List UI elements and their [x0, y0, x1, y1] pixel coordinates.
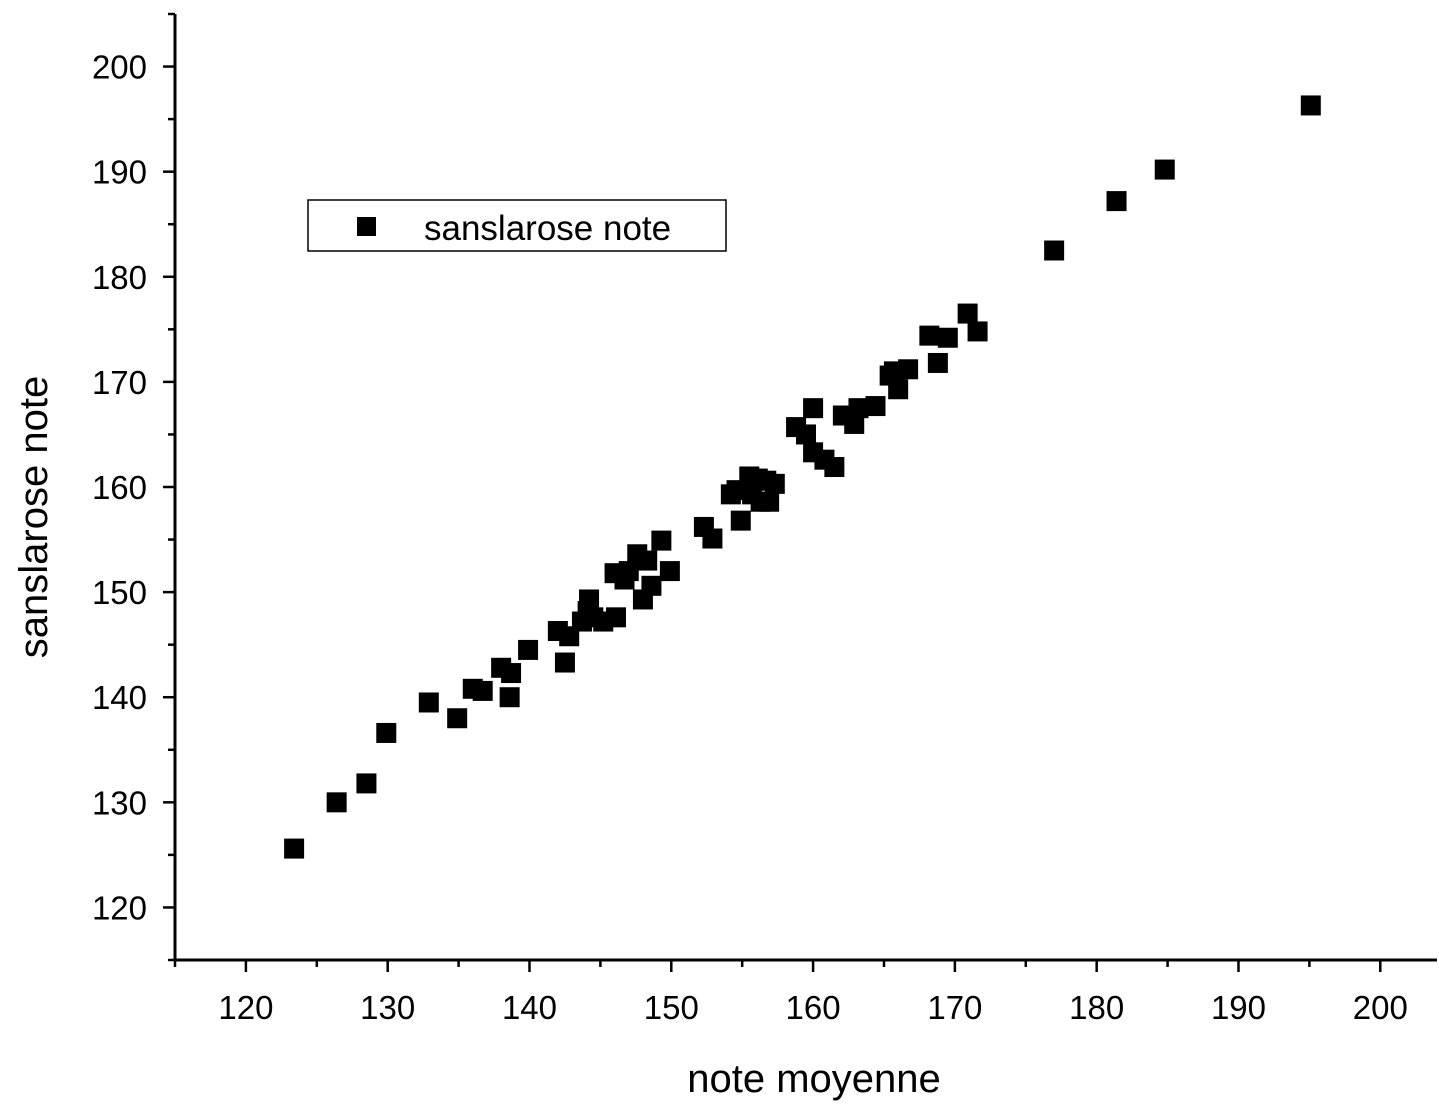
data-point [759, 491, 780, 512]
y-tick-label: 150 [92, 574, 147, 611]
data-point [447, 708, 468, 729]
x-tick-label: 120 [218, 989, 273, 1026]
data-point [376, 722, 397, 743]
data-point [472, 680, 493, 701]
data-point [637, 550, 658, 571]
legend-marker [357, 217, 376, 236]
data-point [518, 639, 539, 660]
data-point [957, 303, 978, 324]
data-point [865, 396, 886, 417]
data-point [284, 838, 305, 859]
data-point [937, 327, 958, 348]
data-points [284, 95, 1321, 859]
y-tick-label: 130 [92, 784, 147, 821]
data-point [326, 792, 347, 813]
data-point [641, 575, 662, 596]
ticks: 120 130 140 150 160 170 180 190 200 120 130 140 150 1… [92, 12, 1408, 1026]
data-point [803, 398, 824, 419]
data-point [554, 652, 575, 673]
data-point [796, 424, 816, 445]
data-point [605, 607, 626, 628]
y-tick-label: 120 [92, 889, 147, 926]
y-tick-label: 140 [92, 679, 147, 716]
data-point [1106, 191, 1127, 212]
data-point [919, 325, 940, 346]
data-point [418, 692, 439, 713]
data-point [888, 379, 909, 400]
y-tick-label: 160 [92, 469, 147, 506]
data-point [1300, 95, 1321, 116]
data-point [898, 359, 919, 380]
y-tick-label: 170 [92, 364, 147, 401]
data-point [844, 413, 865, 434]
data-point [730, 510, 751, 531]
data-point [501, 663, 522, 684]
data-point [356, 773, 377, 794]
x-tick-label: 200 [1353, 989, 1408, 1026]
y-axis-label: sanslarose note [12, 376, 56, 658]
x-tick-label: 150 [644, 989, 699, 1026]
data-point [967, 321, 988, 342]
legend: sanslarose note [307, 199, 727, 252]
x-tick-label: 130 [360, 989, 415, 1026]
y-tick-label: 180 [92, 259, 147, 296]
x-tick-label: 160 [786, 989, 841, 1026]
y-tick-label: 200 [92, 49, 147, 86]
data-point [824, 457, 845, 478]
data-point [651, 530, 672, 551]
legend-box [307, 199, 727, 252]
data-point [659, 561, 680, 582]
x-tick-label: 180 [1069, 989, 1124, 1026]
legend-label: sanslarose note [424, 209, 671, 248]
y-tick-label: 190 [92, 154, 147, 191]
x-tick-label: 190 [1211, 989, 1266, 1026]
data-point [579, 589, 600, 610]
data-point [1044, 240, 1065, 261]
x-tick-label: 140 [502, 989, 557, 1026]
axes [173, 14, 1437, 962]
data-point [702, 528, 723, 549]
x-axis-label: note moyenne [687, 1057, 941, 1101]
data-point [1154, 159, 1175, 180]
data-point [848, 398, 869, 419]
data-point [618, 561, 639, 582]
data-point [764, 473, 785, 494]
data-point [927, 352, 948, 373]
x-tick-label: 170 [927, 989, 982, 1026]
data-point [499, 687, 520, 708]
